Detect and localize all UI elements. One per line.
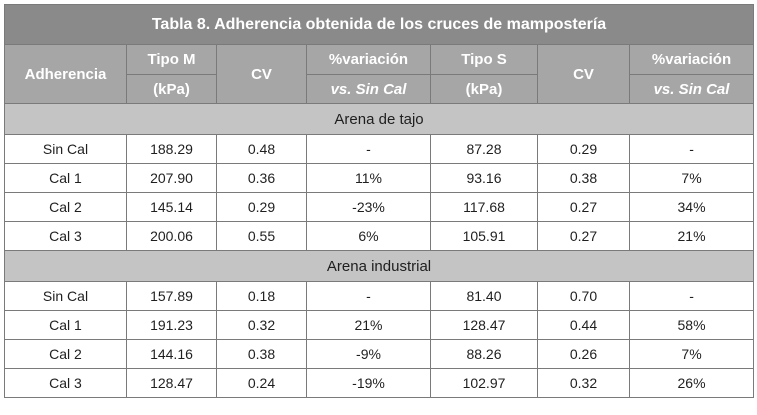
cell-tipo-s: 93.16 — [430, 163, 538, 193]
cell-tipo-m: 144.16 — [126, 339, 217, 369]
cell-cv-s: 0.27 — [537, 221, 630, 251]
section-header-arena-industrial: Arena industrial — [3, 250, 755, 282]
cell-tipo-s: 102.97 — [430, 368, 538, 398]
cell-cv-s: 0.29 — [537, 134, 630, 164]
cell-cv-s: 0.38 — [537, 163, 630, 193]
cell-cv-s: 0.44 — [537, 310, 630, 340]
cell-variacion-m: -23% — [306, 192, 431, 222]
cell-tipo-m: 188.29 — [126, 134, 217, 164]
header-tipo-m-unit: (kPa) — [126, 74, 217, 104]
cell-adherencia: Cal 3 — [4, 368, 127, 398]
cell-variacion-s: 7% — [628, 163, 755, 193]
cell-cv-m: 0.38 — [216, 339, 307, 369]
cell-adherencia: Sin Cal — [4, 281, 127, 311]
cell-adherencia: Cal 3 — [4, 221, 127, 251]
cell-cv-m: 0.36 — [216, 163, 307, 193]
cell-tipo-s: 128.47 — [430, 310, 538, 340]
section-header-arena-de-tajo: Arena de tajo — [3, 103, 755, 135]
table-row: Sin Cal 157.89 0.18 - 81.40 0.70 - — [4, 281, 755, 311]
cell-variacion-m: - — [306, 134, 431, 164]
header-variacion-s-sub: vs. Sin Cal — [628, 74, 755, 104]
table-row: Cal 1 191.23 0.32 21% 128.47 0.44 58% — [4, 310, 755, 340]
cell-tipo-m: 191.23 — [126, 310, 217, 340]
table-row: Cal 2 145.14 0.29 -23% 117.68 0.27 34% — [4, 192, 755, 222]
header-variacion-m-sub: vs. Sin Cal — [306, 74, 431, 104]
cell-tipo-m: 145.14 — [126, 192, 217, 222]
header-tipo-s-unit: (kPa) — [430, 74, 538, 104]
cell-cv-m: 0.24 — [216, 368, 307, 398]
cell-cv-s: 0.26 — [537, 339, 630, 369]
header-variacion-m: %variación — [306, 44, 431, 75]
table-container: Tabla 8. Adherencia obtenida de los cruc… — [3, 4, 755, 398]
cell-variacion-m: 6% — [306, 221, 431, 251]
cell-tipo-s: 81.40 — [430, 281, 538, 311]
table-row: Cal 1 207.90 0.36 11% 93.16 0.38 7% — [4, 163, 755, 193]
cell-cv-m: 0.18 — [216, 281, 307, 311]
cell-cv-s: 0.27 — [537, 192, 630, 222]
cell-cv-s: 0.32 — [537, 368, 630, 398]
cell-variacion-s: 21% — [628, 221, 755, 251]
cell-tipo-s: 87.28 — [430, 134, 538, 164]
header-tipo-m: Tipo M — [126, 44, 217, 75]
table-row: Cal 3 128.47 0.24 -19% 102.97 0.32 26% — [4, 368, 755, 398]
cell-variacion-s: 34% — [628, 192, 755, 222]
cell-adherencia: Cal 1 — [4, 310, 127, 340]
cell-tipo-m: 200.06 — [126, 221, 217, 251]
cell-variacion-s: - — [628, 134, 755, 164]
cell-cv-s: 0.70 — [537, 281, 630, 311]
cell-variacion-m: 11% — [306, 163, 431, 193]
cell-adherencia: Cal 2 — [4, 192, 127, 222]
cell-variacion-s: - — [628, 281, 755, 311]
cell-variacion-s: 58% — [628, 310, 755, 340]
cell-variacion-m: -19% — [306, 368, 431, 398]
table-row: Cal 2 144.16 0.38 -9% 88.26 0.26 7% — [4, 339, 755, 369]
cell-adherencia: Sin Cal — [4, 134, 127, 164]
cell-tipo-s: 117.68 — [430, 192, 538, 222]
cell-tipo-m: 157.89 — [126, 281, 217, 311]
cell-tipo-m: 128.47 — [126, 368, 217, 398]
cell-tipo-s: 88.26 — [430, 339, 538, 369]
table-title: Tabla 8. Adherencia obtenida de los cruc… — [3, 4, 755, 45]
table-row: Sin Cal 188.29 0.48 - 87.28 0.29 - — [4, 134, 755, 164]
cell-cv-m: 0.55 — [216, 221, 307, 251]
cell-tipo-m: 207.90 — [126, 163, 217, 193]
cell-variacion-m: 21% — [306, 310, 431, 340]
cell-variacion-m: -9% — [306, 339, 431, 369]
table-row: Cal 3 200.06 0.55 6% 105.91 0.27 21% — [4, 221, 755, 251]
adherence-table: Tabla 8. Adherencia obtenida de los cruc… — [3, 4, 755, 398]
header-cv-m: CV — [216, 44, 307, 104]
header-cv-s: CV — [537, 44, 630, 104]
cell-adherencia: Cal 2 — [4, 339, 127, 369]
cell-variacion-s: 26% — [628, 368, 755, 398]
header-variacion-s: %variación — [628, 44, 755, 75]
header-adherencia: Adherencia — [4, 44, 127, 104]
cell-cv-m: 0.29 — [216, 192, 307, 222]
cell-cv-m: 0.48 — [216, 134, 307, 164]
cell-cv-m: 0.32 — [216, 310, 307, 340]
header-tipo-s: Tipo S — [430, 44, 538, 75]
cell-adherencia: Cal 1 — [4, 163, 127, 193]
cell-variacion-m: - — [306, 281, 431, 311]
cell-tipo-s: 105.91 — [430, 221, 538, 251]
cell-variacion-s: 7% — [628, 339, 755, 369]
